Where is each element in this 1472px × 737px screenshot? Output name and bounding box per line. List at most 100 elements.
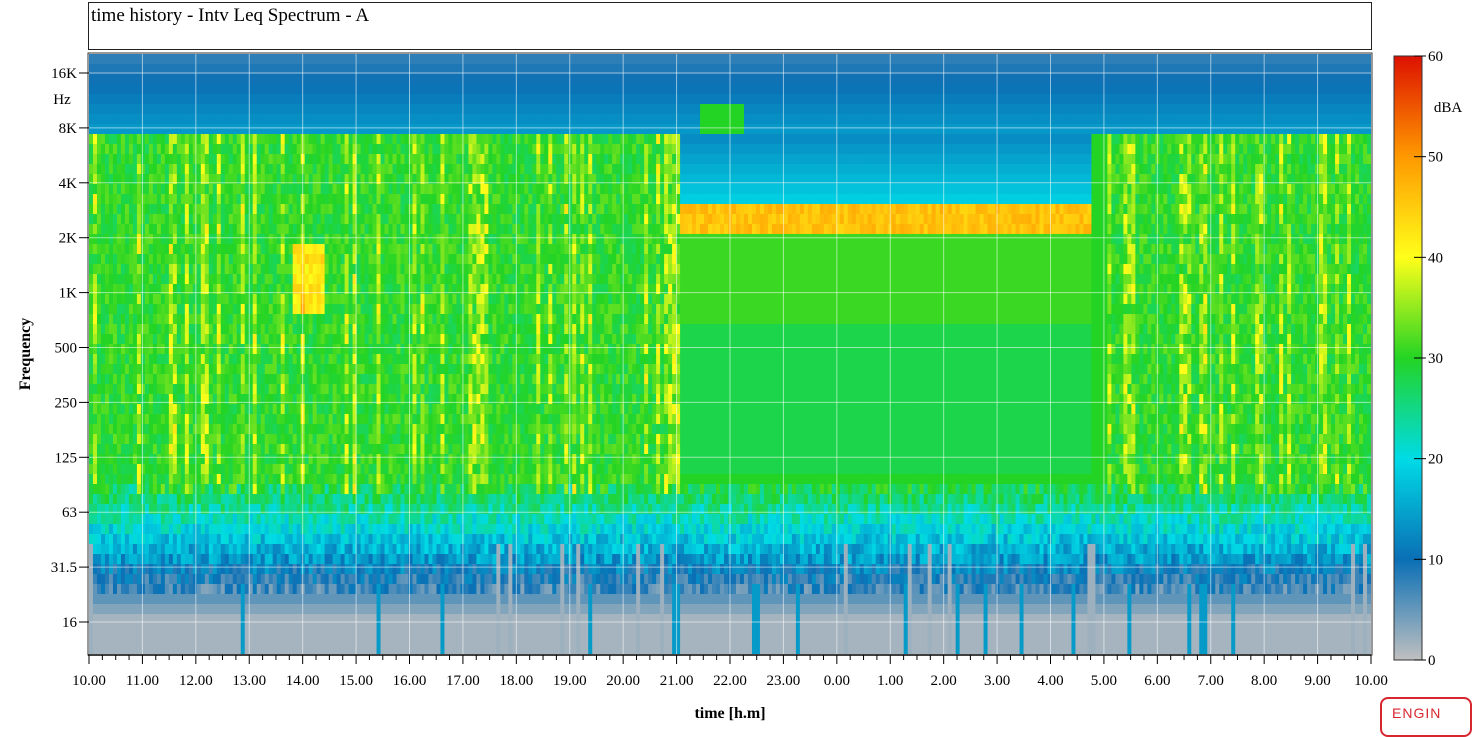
- heatmap-cell: [137, 84, 142, 95]
- heatmap-cell: [113, 514, 118, 525]
- heatmap-cell: [377, 364, 382, 375]
- heatmap-cell: [213, 254, 218, 265]
- heatmap-cell: [137, 444, 142, 455]
- heatmap-cell: [381, 314, 386, 325]
- heatmap-cell: [153, 394, 158, 405]
- heatmap-cell: [177, 444, 182, 455]
- heatmap-cell: [109, 214, 114, 225]
- heatmap-cell: [157, 94, 162, 105]
- heatmap-cell: [289, 84, 294, 95]
- heatmap-cell: [105, 104, 110, 115]
- heatmap-cell: [89, 294, 94, 305]
- heatmap-cell: [93, 264, 98, 275]
- heatmap-cell: [93, 144, 98, 155]
- heatmap-cell: [105, 74, 110, 85]
- heatmap-cell: [125, 404, 130, 415]
- heatmap-cell: [373, 74, 378, 85]
- heatmap-cell: [269, 354, 274, 365]
- heatmap-cell: [137, 644, 142, 655]
- heatmap-cell: [193, 74, 198, 85]
- heatmap-cell: [237, 614, 242, 625]
- heatmap-cell: [253, 234, 258, 245]
- heatmap-cell: [349, 524, 354, 535]
- heatmap-cell: [133, 364, 138, 375]
- heatmap-cell: [157, 304, 162, 315]
- heatmap-cell: [281, 204, 286, 215]
- heatmap-cell: [197, 574, 202, 585]
- heatmap-cell: [117, 644, 122, 655]
- heatmap-cell: [361, 84, 366, 95]
- heatmap-cell: [401, 234, 406, 245]
- heatmap-cell: [357, 304, 362, 315]
- heatmap-cell: [225, 224, 230, 235]
- heatmap-cell: [317, 194, 322, 205]
- heatmap-cell: [245, 154, 250, 165]
- heatmap-cell: [321, 614, 326, 625]
- heatmap-cell: [416, 304, 421, 315]
- heatmap-cell: [297, 524, 302, 535]
- heatmap-cell: [165, 104, 170, 115]
- heatmap-cell: [209, 404, 214, 415]
- heatmap-cell: [89, 134, 94, 145]
- heatmap-cell: [333, 224, 338, 235]
- heatmap-cell: [405, 214, 410, 225]
- heatmap-cell: [185, 624, 190, 635]
- heatmap-cell: [377, 544, 382, 555]
- heatmap-cell: [217, 214, 222, 225]
- heatmap-cell: [161, 294, 166, 305]
- heatmap-cell: [329, 464, 334, 475]
- heatmap-cell: [149, 414, 154, 425]
- heatmap-cell: [365, 424, 370, 435]
- heatmap-cell: [253, 104, 258, 115]
- heatmap-cell: [325, 244, 330, 255]
- heatmap-cell: [177, 294, 182, 305]
- heatmap-cell: [361, 264, 366, 275]
- heatmap-cell: [181, 394, 186, 405]
- heatmap-cell: [109, 354, 114, 365]
- heatmap-cell: [397, 394, 402, 405]
- heatmap-cell: [89, 344, 94, 355]
- heatmap-cell: [97, 434, 102, 445]
- heatmap-cell: [357, 504, 362, 515]
- heatmap-cell: [337, 184, 342, 195]
- heatmap-cell: [389, 194, 394, 205]
- heatmap-cell: [177, 144, 182, 155]
- heatmap-cell: [416, 274, 421, 285]
- heatmap-cell: [161, 304, 166, 315]
- heatmap-cell: [169, 634, 174, 645]
- heatmap-cell: [129, 184, 134, 195]
- heatmap-cell: [337, 474, 342, 485]
- heatmap-cell: [313, 354, 318, 365]
- heatmap-cell: [185, 584, 190, 595]
- heatmap-cell: [253, 374, 258, 385]
- heatmap-cell: [333, 634, 338, 645]
- heatmap-cell: [389, 264, 394, 275]
- heatmap-cell: [225, 524, 230, 535]
- heatmap-cell: [373, 644, 378, 655]
- heatmap-cell: [157, 504, 162, 515]
- heatmap-cell: [325, 554, 330, 565]
- heatmap-cell: [393, 294, 398, 305]
- heatmap-cell: [229, 154, 234, 165]
- heatmap-cell: [165, 644, 170, 655]
- heatmap-cell: [393, 114, 398, 125]
- heatmap-cell: [101, 564, 106, 575]
- heatmap-cell: [289, 514, 294, 525]
- heatmap-cell: [157, 534, 162, 545]
- heatmap-cell: [277, 384, 282, 395]
- heatmap-cell: [397, 194, 402, 205]
- heatmap-cell: [361, 144, 366, 155]
- heatmap-cell: [325, 494, 330, 505]
- heatmap-cell: [105, 344, 110, 355]
- heatmap-cell: [337, 554, 342, 565]
- heatmap-cell: [385, 374, 390, 385]
- heatmap-cell: [333, 214, 338, 225]
- heatmap-cell: [405, 474, 410, 485]
- heatmap-cell: [393, 264, 398, 275]
- heatmap-cell: [197, 194, 202, 205]
- heatmap-cell: [157, 264, 162, 275]
- heatmap-cell: [97, 194, 102, 205]
- heatmap-cell: [157, 144, 162, 155]
- heatmap-cell: [297, 134, 302, 145]
- heatmap-cell: [129, 54, 134, 65]
